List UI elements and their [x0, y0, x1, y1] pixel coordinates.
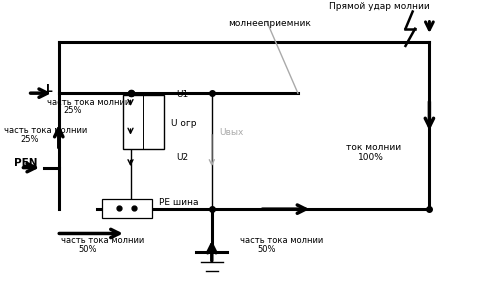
Text: Прямой удар молнии: Прямой удар молнии	[328, 2, 429, 11]
Text: 25%: 25%	[63, 106, 82, 115]
Text: PEN: PEN	[14, 158, 37, 168]
Text: ток молнии: ток молнии	[345, 143, 400, 153]
Text: 50%: 50%	[78, 245, 96, 254]
Bar	[102, 199, 152, 218]
Text: РЕ шина: РЕ шина	[159, 198, 198, 207]
Text: U2: U2	[176, 153, 188, 163]
Text: 25%: 25%	[21, 135, 39, 144]
Bar	[123, 95, 164, 149]
Text: часть тока молнии: часть тока молнии	[61, 237, 144, 245]
Text: часть тока молнии: часть тока молнии	[47, 98, 130, 106]
Text: часть тока молнии: часть тока молнии	[240, 237, 323, 245]
Text: молнееприемник: молнееприемник	[228, 19, 311, 28]
Text: часть тока молнии: часть тока молнии	[4, 126, 87, 135]
Text: Uвых: Uвых	[218, 128, 243, 137]
Text: U1: U1	[176, 91, 188, 99]
Text: 100%: 100%	[357, 153, 383, 163]
Text: U огр: U огр	[171, 119, 196, 128]
Text: L: L	[46, 84, 52, 94]
Text: 50%: 50%	[257, 245, 275, 254]
